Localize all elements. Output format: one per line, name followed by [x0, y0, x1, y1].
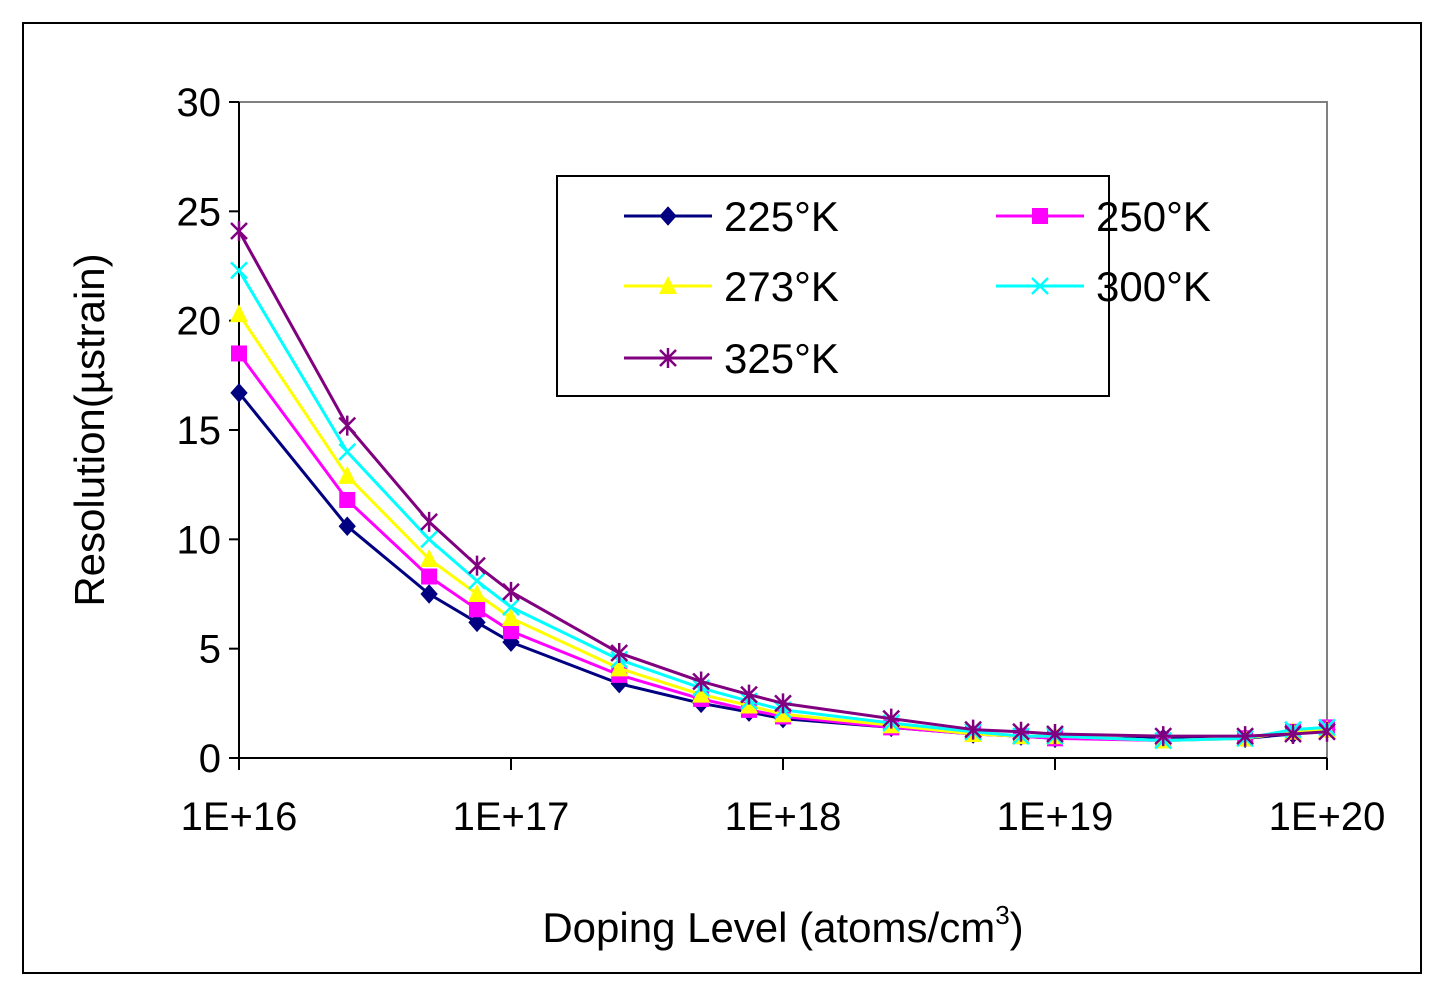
data-point-273K: [502, 608, 520, 627]
y-tick-label: 20: [177, 300, 222, 344]
y-tick-label: 15: [177, 409, 222, 453]
legend-swatch-marker: [659, 206, 677, 226]
y-tick-label: 30: [177, 81, 222, 125]
data-point-325K: [1154, 726, 1173, 747]
data-point-273K: [420, 549, 439, 568]
series-250K: [231, 345, 1335, 749]
data-point-225K: [230, 383, 248, 403]
legend: 225°K 250°K 273°K 300°K 325°K: [556, 175, 1211, 397]
x-tick-label: 1E+20: [1269, 795, 1386, 839]
data-point-325K: [610, 643, 629, 664]
data-point-325K: [1284, 723, 1302, 744]
x-axis-title: Doping Level (atoms/cm3): [542, 900, 1023, 951]
data-point-325K: [964, 719, 983, 740]
legend-label: 250°K: [1096, 193, 1211, 240]
legend-item-273K: 273°K: [624, 263, 839, 310]
series-325K: [230, 221, 1336, 747]
data-point-225K: [338, 516, 356, 536]
chart-frame: 0 5 10 15 20 25 30 1E+16 1E+17 1E+18 1E+19 1E+20 22…: [22, 22, 1422, 974]
x-tick-label: 1E+19: [997, 795, 1114, 839]
data-point-325K: [740, 684, 758, 705]
legend-item-250K: 250°K: [996, 193, 1211, 240]
series-225K: [230, 383, 1336, 749]
series-line-225K: [237, 391, 1328, 740]
data-point-250K: [469, 601, 486, 618]
data-point-300K: [502, 598, 520, 617]
legend-item-300K: 300°K: [996, 263, 1211, 310]
data-point-325K: [230, 221, 248, 242]
legend-label: 325°K: [724, 335, 839, 382]
data-point-250K: [421, 568, 438, 585]
data-point-273K: [468, 584, 487, 602]
y-tick-label: 0: [199, 737, 221, 781]
series-line-250K: [237, 352, 1328, 743]
x-axis-title-main: Doping Level (atoms/cm: [542, 904, 995, 951]
data-point-325K: [1046, 723, 1064, 744]
data-point-273K: [230, 304, 248, 323]
data-point-300K: [338, 442, 357, 461]
data-point-273K: [692, 684, 711, 703]
data-point-300K: [420, 530, 439, 549]
x-tick-label: 1E+16: [181, 795, 298, 839]
legend-label: 225°K: [724, 193, 839, 240]
data-point-325K: [468, 555, 486, 576]
data-point-325K: [692, 671, 711, 692]
data-point-273K: [610, 658, 629, 677]
legend-label: 300°K: [1096, 263, 1211, 310]
data-point-325K: [1318, 721, 1336, 742]
data-point-325K: [882, 708, 901, 729]
y-axis-title: Resolution(µstrain): [66, 253, 113, 606]
data-point-225K: [420, 584, 438, 604]
x-axis-title-suffix: ): [1010, 904, 1024, 951]
data-point-273K: [338, 465, 357, 484]
legend-swatch-marker: [659, 276, 677, 294]
x-tick-label: 1E+17: [453, 795, 570, 839]
data-point-325K: [338, 415, 357, 436]
resolution-vs-doping-chart: 0 5 10 15 20 25 30 1E+16 1E+17 1E+18 1E+19 1E+20 22…: [66, 81, 1386, 951]
y-tick-label: 10: [177, 518, 222, 562]
data-point-250K: [503, 623, 519, 640]
data-point-300K: [468, 571, 486, 590]
legend-swatch-marker: [1031, 277, 1049, 295]
x-tick-label: 1E+18: [725, 795, 842, 839]
data-point-300K: [230, 261, 248, 280]
data-point-225K: [468, 612, 486, 633]
data-point-325K: [1012, 721, 1030, 742]
legend-item-325K: 325°K: [624, 335, 839, 382]
data-point-325K: [420, 511, 439, 532]
data-point-250K: [339, 491, 356, 508]
legend-item-225K: 225°K: [624, 193, 839, 240]
data-point-325K: [502, 581, 520, 602]
data-point-250K: [231, 345, 247, 362]
x-axis-title-superscript: 3: [995, 900, 1009, 930]
legend-label: 273°K: [724, 263, 839, 310]
data-point-325K: [1236, 726, 1255, 747]
y-tick-label: 5: [199, 628, 221, 672]
legend-swatch-marker: [1032, 208, 1048, 224]
data-point-325K: [774, 693, 792, 714]
y-tick-label: 25: [177, 190, 222, 234]
legend-swatch-marker: [659, 348, 677, 368]
